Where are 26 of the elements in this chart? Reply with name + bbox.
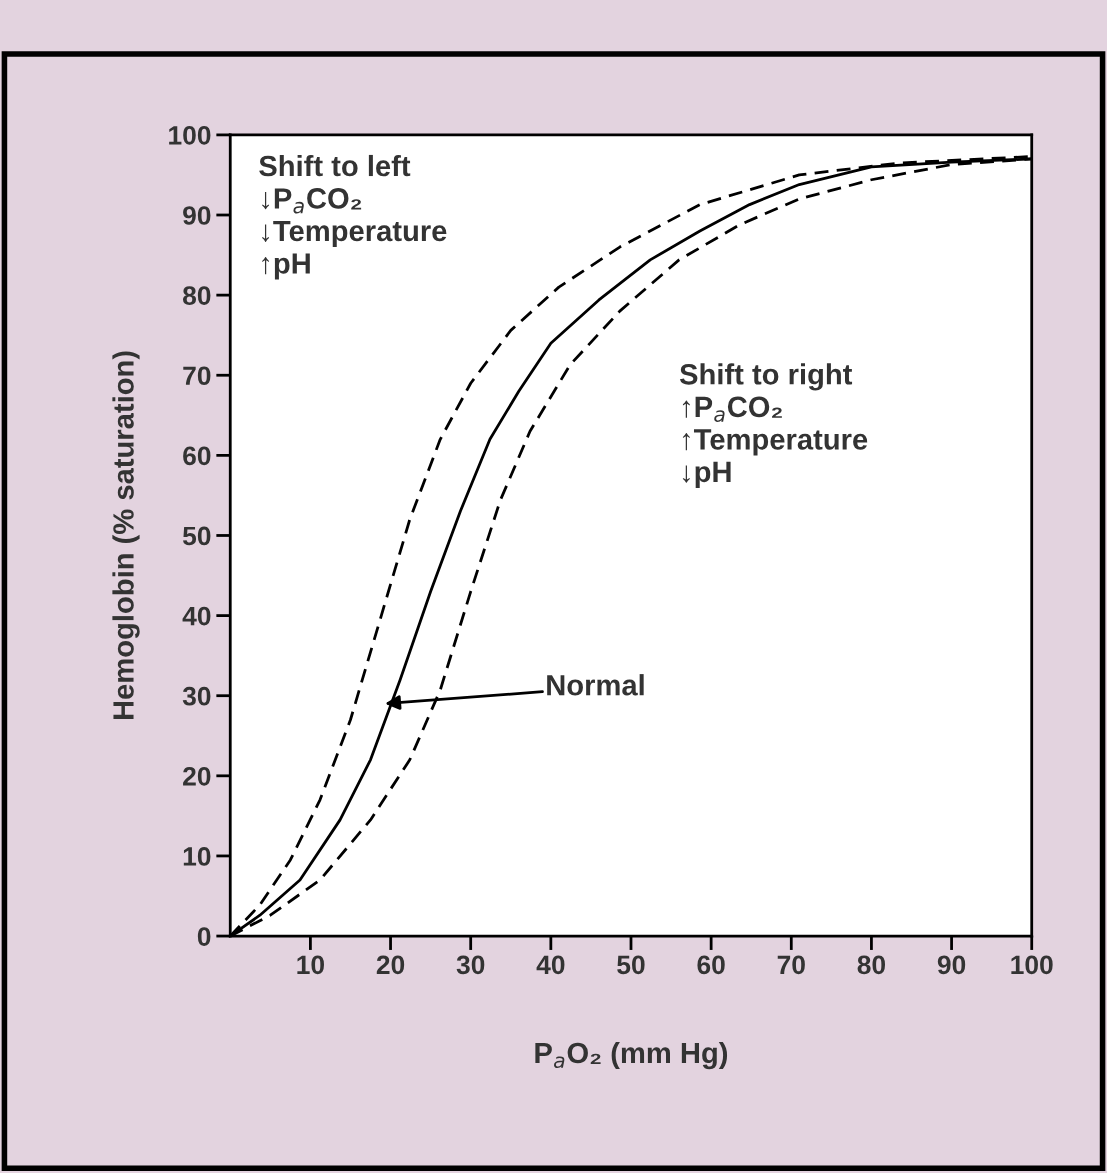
- y-tick-label: 20: [183, 766, 211, 786]
- y-tick-label: 30: [182, 686, 211, 706]
- x-tick-label: 100: [1011, 955, 1053, 975]
- x-tick-label: 80: [857, 955, 886, 975]
- y-tick-label: 40: [182, 606, 211, 626]
- x-tick-label: 70: [777, 955, 805, 975]
- y-tick-label: 80: [182, 286, 211, 305]
- y-tick-label: 90: [183, 206, 211, 225]
- x-tick-label: 20: [376, 955, 405, 975]
- y-tick-label: 70: [183, 366, 211, 386]
- y-tick-label: 0: [197, 927, 211, 946]
- y-tick-label: 10: [183, 847, 211, 866]
- y-tick-label: 50: [182, 526, 211, 546]
- annotation: Normal: [547, 674, 644, 696]
- x-tick-label: 90: [937, 955, 966, 975]
- y-tick-label: 100: [169, 126, 211, 145]
- x-tick-label: 50: [617, 955, 645, 975]
- x-axis-title: P$_{a}$O₂ (mm Hg): [535, 1041, 728, 1070]
- x-tick-label: 40: [536, 955, 565, 975]
- y-tick-label: 60: [183, 446, 211, 466]
- x-tick-label: 30: [456, 955, 485, 975]
- annotation: Shift to right ↑P$_{a}$CO₂ ↑Temperature ↓pH: [679, 363, 868, 488]
- x-tick-label: 60: [697, 955, 725, 975]
- y-axis-title: Hemoglobin (% saturation): [112, 351, 140, 720]
- annotation: Shift to left ↓P$_{a}$CO₂ ↓Temperature ↑pH: [259, 154, 447, 280]
- x-tick-label: 10: [297, 955, 324, 975]
